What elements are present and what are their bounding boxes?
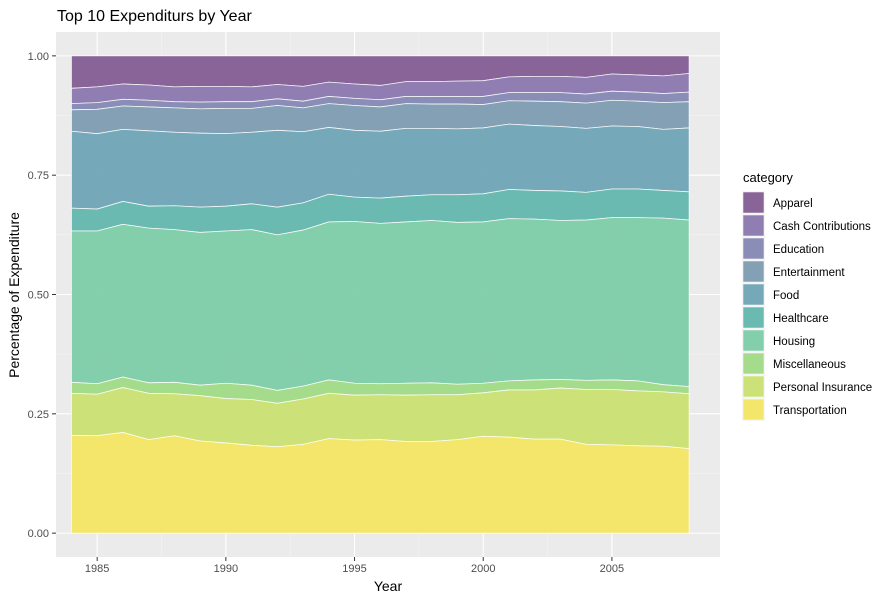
area-housing <box>71 217 690 391</box>
x-tick-label: 2000 <box>471 563 495 575</box>
legend-swatch-transportation <box>742 398 765 421</box>
x-axis-title: Year <box>374 578 403 594</box>
y-axis-title: Percentage of Expenditure <box>6 212 22 378</box>
legend-label-cash-contributions: Cash Contributions <box>773 221 871 233</box>
chart-title: Top 10 Expenditurs by Year <box>57 8 252 25</box>
legend: category Apparel Cash Contributions Educat… <box>742 170 872 421</box>
legend-label-personal-insurance: Personal Insurance <box>773 382 872 394</box>
legend-swatch-apparel <box>742 191 765 214</box>
plot-panel <box>56 32 720 557</box>
legend-label-transportation: Transportation <box>773 405 847 417</box>
y-tick-label: 0.25 <box>28 409 49 421</box>
y-tick-label: 0.75 <box>28 170 49 182</box>
y-tick-label: 1.00 <box>28 51 49 63</box>
legend-label-miscellaneous: Miscellaneous <box>773 359 846 371</box>
y-tick-label: 0.00 <box>28 528 49 540</box>
legend-label-food: Food <box>773 290 799 302</box>
legend-label-entertainment: Entertainment <box>773 267 845 279</box>
legend-swatch-housing <box>742 329 765 352</box>
x-tick-label: 1985 <box>85 563 109 575</box>
legend-label-apparel: Apparel <box>773 198 813 210</box>
area-transportation <box>71 432 690 534</box>
legend-swatch-miscellaneous <box>742 352 765 375</box>
legend-swatch-education <box>742 237 765 260</box>
legend-label-housing: Housing <box>773 336 815 348</box>
x-tick-label: 1990 <box>214 563 238 575</box>
legend-title: category <box>743 170 793 185</box>
x-tick-label: 1995 <box>342 563 366 575</box>
legend-swatch-personal-insurance <box>742 375 765 398</box>
legend-swatch-cash-contributions <box>742 214 765 237</box>
legend-swatch-food <box>742 283 765 306</box>
x-tick-label: 2005 <box>600 563 624 575</box>
legend-label-healthcare: Healthcare <box>773 313 829 325</box>
legend-label-education: Education <box>773 244 824 256</box>
y-tick-label: 0.50 <box>28 290 49 302</box>
legend-swatch-healthcare <box>742 306 765 329</box>
legend-swatch-entertainment <box>742 260 765 283</box>
